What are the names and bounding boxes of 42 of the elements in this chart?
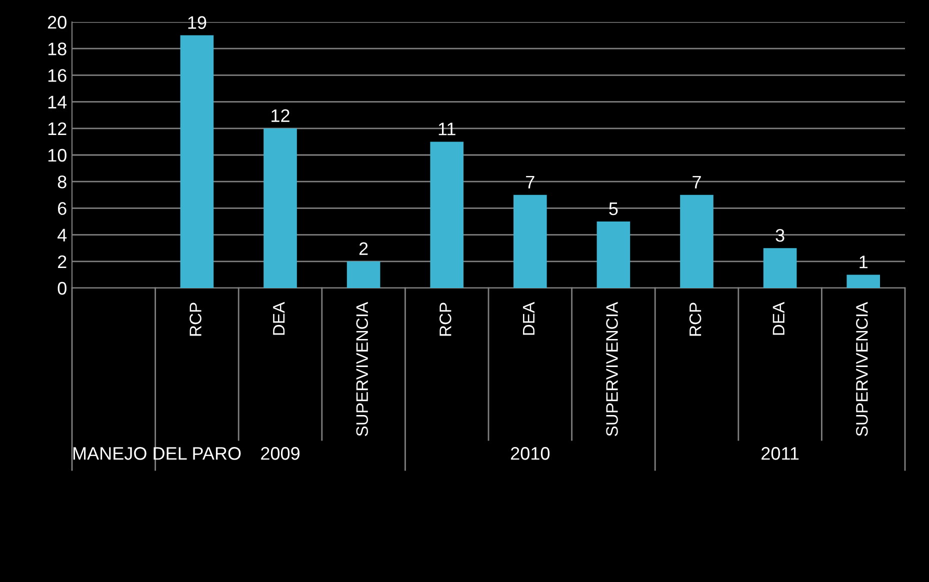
y-tick-label: 16 bbox=[48, 69, 66, 82]
y-tick-label: 6 bbox=[58, 202, 66, 215]
data-label: 2 bbox=[359, 242, 368, 255]
x-tick-label: RCP bbox=[440, 302, 452, 336]
y-tick-label: 2 bbox=[58, 255, 66, 268]
data-label: 3 bbox=[776, 228, 784, 242]
text: 2009 bbox=[261, 447, 300, 460]
x-tick-label: SUPERVIVENCIA bbox=[356, 302, 368, 436]
y-tick-label: 10 bbox=[48, 148, 66, 162]
x-tick-label: DEA bbox=[772, 302, 784, 335]
data-label: 1 bbox=[860, 256, 868, 268]
data-label: 11 bbox=[438, 122, 456, 136]
y-tick-label: 4 bbox=[58, 228, 67, 242]
bar bbox=[513, 194, 547, 288]
y-tick-label: 12 bbox=[48, 122, 66, 135]
bar bbox=[264, 128, 297, 288]
bar bbox=[596, 222, 630, 288]
y-tick-label: 20 bbox=[48, 16, 66, 29]
x-tick-label: SUPERVIVENCIA bbox=[606, 302, 618, 436]
data-label: 7 bbox=[526, 176, 534, 188]
bar bbox=[430, 142, 464, 288]
text: 2010 bbox=[510, 447, 550, 460]
bar bbox=[680, 194, 714, 288]
data-label: 5 bbox=[609, 202, 618, 216]
y-tick-label: 18 bbox=[48, 42, 66, 56]
data-label: 7 bbox=[692, 176, 701, 188]
data-label: 12 bbox=[272, 109, 290, 122]
y-tick-label: 14 bbox=[48, 96, 67, 108]
x-tick-label: DEA bbox=[522, 302, 534, 335]
data-label: 19 bbox=[188, 16, 206, 29]
text: MANEJO DEL PARO bbox=[73, 447, 241, 460]
text: 2011 bbox=[762, 447, 799, 460]
x-tick-label: SUPERVIVENCIA bbox=[856, 302, 868, 436]
y-tick-label: 8 bbox=[58, 176, 66, 188]
bar bbox=[763, 248, 797, 288]
bar bbox=[346, 261, 380, 288]
x-tick-label: RCP bbox=[190, 302, 202, 336]
bar bbox=[846, 274, 880, 288]
x-tick-label: DEA bbox=[273, 302, 285, 335]
bar bbox=[180, 35, 214, 288]
x-tick-label: RCP bbox=[689, 302, 702, 336]
y-tick-label: 0 bbox=[58, 282, 66, 295]
